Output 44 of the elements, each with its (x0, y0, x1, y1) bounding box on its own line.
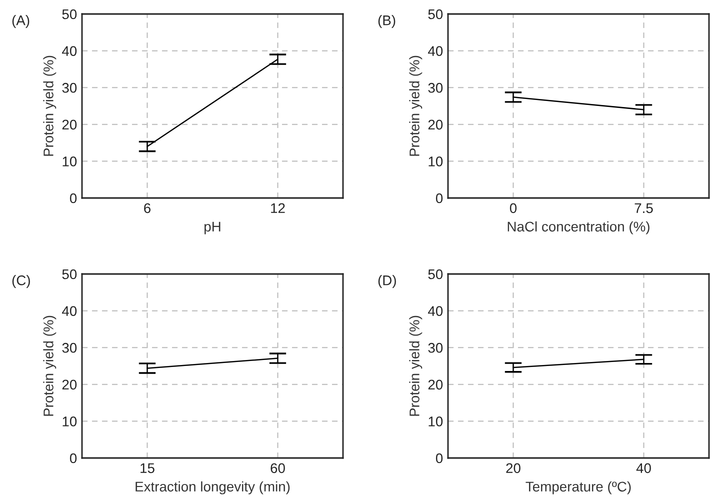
y-tick-label: 20 (428, 120, 443, 130)
y-axis-title: Protein yield (%) (409, 56, 422, 156)
x-axis-title: Extraction longevity (min) (136, 481, 290, 494)
y-tick-label: 0 (436, 193, 443, 204)
chart-title: (D) (378, 275, 396, 288)
y-tick-label: 40 (62, 306, 77, 316)
y-tick-label: 30 (428, 82, 443, 93)
y-tick-label: 40 (62, 46, 77, 56)
y-tick-label: 10 (428, 416, 443, 426)
y-tick-label: 0 (70, 453, 77, 464)
y-axis-title: Protein yield (%) (43, 56, 56, 156)
y-tick-label: 0 (436, 453, 443, 464)
chart-title: (B) (378, 15, 396, 28)
y-tick-label: 10 (428, 156, 443, 166)
chart-title: (A) (12, 15, 30, 28)
y-tick-label: 20 (62, 380, 77, 390)
x-tick-label: 6 (144, 203, 150, 214)
y-tick-label: 50 (62, 269, 77, 280)
y-tick-label: 30 (428, 342, 443, 353)
y-tick-label: 10 (62, 416, 77, 426)
x-tick-label: 15 (140, 463, 154, 474)
x-tick-label: 12 (271, 203, 285, 213)
x-tick-label: 60 (270, 463, 285, 474)
x-axis-title: NaCl concentration (%) (508, 221, 650, 234)
y-tick-label: 10 (62, 156, 77, 166)
y-tick-label: 40 (428, 306, 443, 316)
y-axis-title: Protein yield (%) (43, 316, 56, 416)
x-tick-label: 40 (636, 463, 651, 474)
y-tick-label: 20 (62, 120, 77, 130)
y-tick-label: 30 (62, 342, 77, 353)
y-tick-label: 50 (428, 269, 443, 280)
x-tick-label: 7.5 (634, 203, 653, 214)
x-tick-label: 0 (510, 203, 517, 214)
y-tick-label: 20 (428, 380, 443, 390)
y-axis-title: Protein yield (%) (409, 316, 422, 416)
y-tick-label: 40 (428, 46, 443, 56)
x-axis-title: Temperature (ºC) (526, 481, 631, 494)
y-tick-label: 50 (428, 9, 443, 20)
x-tick-label: 20 (506, 463, 520, 474)
chart-title: (C) (12, 275, 30, 288)
y-tick-label: 50 (62, 9, 77, 20)
x-axis-title: pH (204, 222, 220, 234)
y-tick-label: 30 (62, 82, 77, 93)
y-tick-label: 0 (70, 193, 77, 204)
